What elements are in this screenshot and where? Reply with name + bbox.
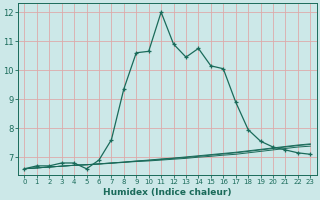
X-axis label: Humidex (Indice chaleur): Humidex (Indice chaleur) <box>103 188 232 197</box>
